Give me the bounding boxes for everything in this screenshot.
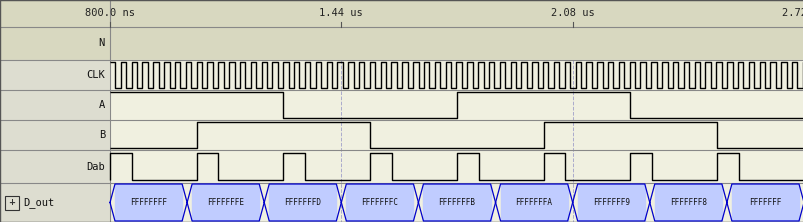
Text: FFFFFFFB: FFFFFFFB — [438, 198, 475, 207]
Text: 2.72 us: 2.72 us — [781, 8, 803, 18]
Text: A: A — [99, 100, 105, 110]
Text: FFFFFFFD: FFFFFFFD — [284, 198, 321, 207]
Text: Dab: Dab — [86, 161, 105, 172]
Text: +: + — [9, 198, 15, 207]
Text: FFFFFFFC: FFFFFFFC — [361, 198, 398, 207]
Bar — [5, 196, 19, 210]
Text: FFFFFFF8: FFFFFFF8 — [669, 198, 706, 207]
Text: 1.44 us: 1.44 us — [319, 8, 362, 18]
Text: 800.0 ns: 800.0 ns — [85, 8, 135, 18]
Text: B: B — [99, 130, 105, 140]
Text: FFFFFFF9: FFFFFFF9 — [592, 198, 629, 207]
Text: FFFFFFFE: FFFFFFFE — [207, 198, 244, 207]
Text: N: N — [99, 38, 105, 48]
Text: FFFFFFFF: FFFFFFFF — [130, 198, 167, 207]
Text: FFFFFFF: FFFFFFF — [748, 198, 781, 207]
Text: 2.08 us: 2.08 us — [550, 8, 594, 18]
Text: FFFFFFFA: FFFFFFFA — [515, 198, 552, 207]
Text: CLK: CLK — [86, 70, 105, 80]
Text: D_out: D_out — [23, 197, 54, 208]
